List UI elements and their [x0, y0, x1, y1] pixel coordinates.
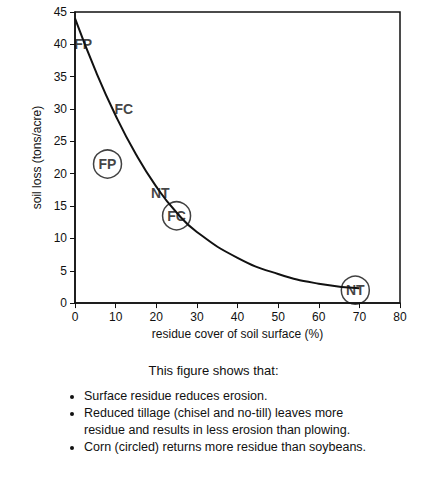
- svg-text:0: 0: [60, 296, 67, 310]
- svg-text:residue cover of soil surface: residue cover of soil surface (%): [152, 327, 323, 341]
- svg-text:FC: FC: [114, 101, 133, 117]
- svg-text:45: 45: [54, 5, 68, 19]
- svg-text:40: 40: [54, 37, 68, 51]
- svg-text:60: 60: [312, 310, 326, 324]
- html-text:Corn (circled) returns more re: Corn (circled) returns more residue than…: [84, 440, 367, 454]
- svg-text:25: 25: [54, 134, 68, 148]
- svg-text:20: 20: [150, 310, 164, 324]
- svg-text:40: 40: [231, 310, 245, 324]
- svg-text:30: 30: [190, 310, 204, 324]
- svg-text:FP: FP: [74, 36, 92, 52]
- svg-text:NT: NT: [151, 185, 170, 201]
- svg-text:70: 70: [353, 310, 367, 324]
- svg-text:FP: FP: [99, 156, 117, 172]
- svg-text:soil loss (tons/acre): soil loss (tons/acre): [30, 106, 44, 209]
- svg-text:FC: FC: [167, 208, 186, 224]
- html-text:Surface residue reduces erosio: Surface residue reduces erosion.: [84, 389, 268, 403]
- html-text:Reduced tillage (chisel and no: Reduced tillage (chisel and no-till) lea…: [84, 406, 351, 437]
- html-text:This figure shows that:: This figure shows that:: [148, 363, 279, 378]
- svg-text:NT: NT: [346, 282, 365, 298]
- svg-text:0: 0: [72, 310, 79, 324]
- svg-text:10: 10: [109, 310, 123, 324]
- svg-text:5: 5: [60, 264, 67, 278]
- svg-text:20: 20: [54, 167, 68, 181]
- svg-text:35: 35: [54, 70, 68, 84]
- svg-text:50: 50: [271, 310, 285, 324]
- svg-text:30: 30: [54, 102, 68, 116]
- svg-text:10: 10: [54, 231, 68, 245]
- svg-text:80: 80: [393, 310, 407, 324]
- svg-text:15: 15: [54, 199, 68, 213]
